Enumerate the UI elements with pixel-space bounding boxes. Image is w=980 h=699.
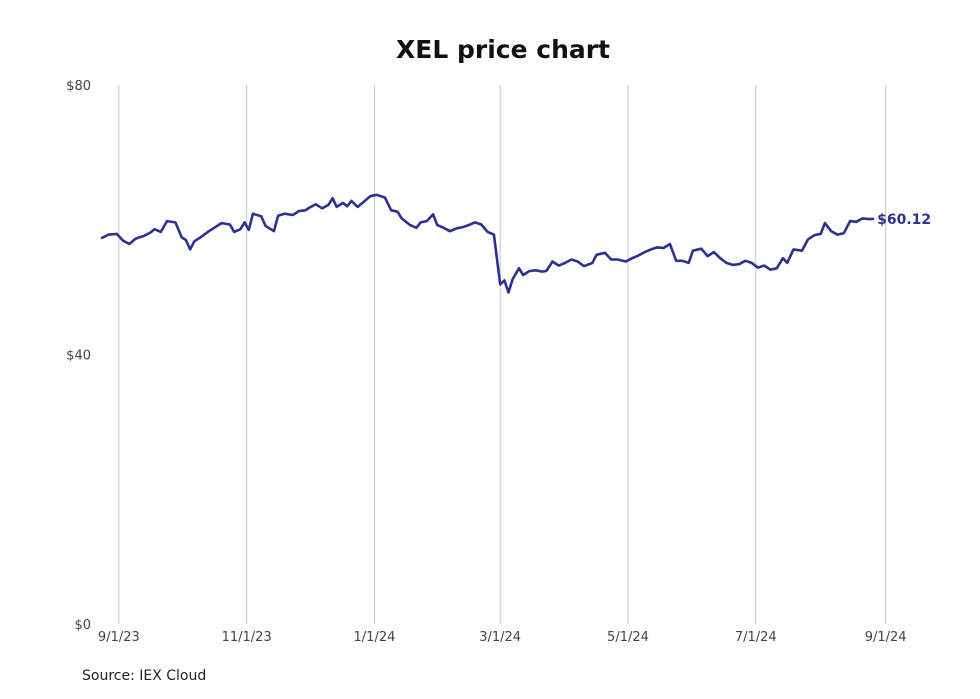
chart-title: XEL price chart bbox=[396, 35, 610, 64]
price-series bbox=[100, 193, 875, 294]
y-tick-label: $0 bbox=[74, 618, 91, 633]
last-price-label: $60.12 bbox=[877, 212, 931, 228]
x-tick-label: 3/1/24 bbox=[479, 630, 521, 645]
y-tick-label: $80 bbox=[66, 79, 91, 94]
x-tick-label: 7/1/24 bbox=[735, 630, 777, 645]
x-tick-label: 9/1/23 bbox=[98, 630, 140, 645]
vertical-grid bbox=[118, 85, 887, 624]
x-tick-label: 9/1/24 bbox=[865, 630, 907, 645]
source-note: Source: IEX Cloud bbox=[82, 668, 207, 684]
annotations: $60.12 bbox=[877, 212, 931, 228]
x-tick-label: 11/1/23 bbox=[222, 630, 272, 645]
x-axis-ticks: 9/1/23 11/1/23 1/1/24 3/1/24 5/1/24 7/1/24 9/1… bbox=[98, 630, 907, 645]
y-axis-ticks: $0 $40 $80 bbox=[66, 79, 91, 633]
price-line bbox=[100, 193, 875, 294]
y-tick-label: $40 bbox=[66, 349, 91, 364]
x-tick-label: 1/1/24 bbox=[354, 630, 396, 645]
x-tick-label: 5/1/24 bbox=[607, 630, 649, 645]
